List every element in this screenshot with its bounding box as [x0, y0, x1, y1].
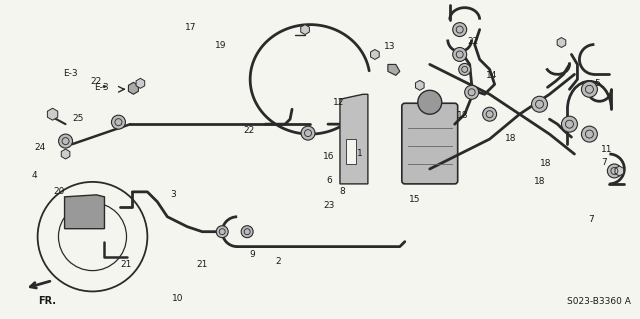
- Text: 22: 22: [467, 38, 478, 47]
- Text: 16: 16: [323, 152, 335, 161]
- Text: 7: 7: [601, 158, 607, 167]
- Circle shape: [465, 85, 479, 99]
- Text: 20: 20: [54, 187, 65, 197]
- Text: 18: 18: [534, 177, 545, 186]
- Bar: [346, 139, 356, 164]
- Circle shape: [59, 134, 72, 148]
- Text: 4: 4: [31, 171, 37, 180]
- Polygon shape: [615, 166, 623, 176]
- Polygon shape: [129, 82, 138, 94]
- Polygon shape: [136, 78, 145, 88]
- Text: 3: 3: [170, 190, 175, 199]
- Text: 12: 12: [333, 98, 344, 107]
- Text: 15: 15: [410, 195, 421, 204]
- Polygon shape: [415, 80, 424, 90]
- Text: 10: 10: [172, 294, 183, 303]
- Text: 19: 19: [214, 41, 226, 50]
- Circle shape: [301, 126, 315, 140]
- Circle shape: [532, 96, 547, 112]
- FancyBboxPatch shape: [402, 103, 458, 184]
- Text: 22: 22: [243, 126, 255, 135]
- Text: 23: 23: [323, 201, 335, 210]
- Text: 6: 6: [326, 176, 332, 185]
- Circle shape: [216, 226, 228, 238]
- Polygon shape: [65, 195, 104, 229]
- Circle shape: [111, 115, 125, 129]
- Polygon shape: [371, 49, 380, 59]
- Text: 1: 1: [357, 149, 363, 158]
- Circle shape: [452, 48, 467, 62]
- Circle shape: [452, 23, 467, 37]
- Polygon shape: [340, 94, 368, 184]
- Circle shape: [581, 81, 597, 97]
- Circle shape: [561, 116, 577, 132]
- Text: 11: 11: [601, 145, 612, 154]
- Text: E-3: E-3: [63, 69, 77, 78]
- Text: 13: 13: [384, 42, 396, 51]
- Circle shape: [581, 126, 597, 142]
- Polygon shape: [47, 108, 58, 120]
- Text: 8: 8: [339, 187, 345, 196]
- Text: 18: 18: [458, 111, 469, 120]
- Polygon shape: [301, 25, 309, 34]
- Polygon shape: [61, 149, 70, 159]
- Text: FR.: FR.: [38, 296, 56, 307]
- Circle shape: [607, 164, 621, 178]
- Text: 21: 21: [196, 260, 207, 270]
- Circle shape: [241, 226, 253, 238]
- Text: S023-B3360 A: S023-B3360 A: [568, 297, 631, 306]
- Text: 18: 18: [505, 134, 516, 143]
- Text: 18: 18: [540, 159, 552, 168]
- Text: 14: 14: [486, 71, 497, 80]
- Circle shape: [483, 107, 497, 121]
- Text: 5: 5: [595, 79, 600, 88]
- Text: E-3: E-3: [95, 83, 109, 92]
- Text: 24: 24: [34, 143, 45, 152]
- Circle shape: [418, 90, 442, 114]
- Text: 22: 22: [90, 77, 101, 86]
- Text: 9: 9: [250, 250, 255, 259]
- Text: 7: 7: [588, 215, 594, 224]
- Text: •: •: [100, 82, 107, 92]
- Text: 17: 17: [184, 23, 196, 32]
- Polygon shape: [557, 38, 566, 48]
- Text: 25: 25: [73, 114, 84, 123]
- Circle shape: [459, 63, 470, 75]
- Text: 2: 2: [275, 257, 281, 266]
- Polygon shape: [388, 64, 400, 75]
- Text: 21: 21: [120, 260, 131, 270]
